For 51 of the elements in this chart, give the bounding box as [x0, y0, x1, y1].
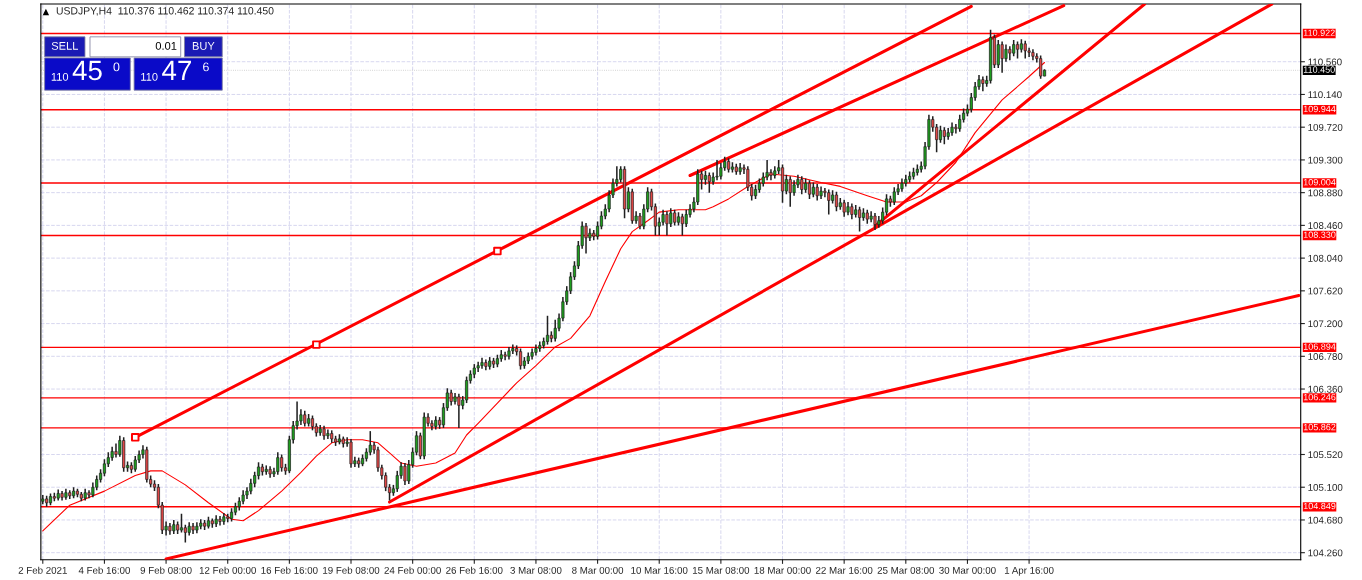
- annotation: 47: [162, 60, 191, 80]
- x-tick-label: 8 Mar 00:00: [572, 566, 624, 574]
- y-tick-label: 110.560: [1308, 58, 1342, 66]
- x-tick-label: 2 Feb 2021: [18, 566, 67, 574]
- y-tick-label: 105.100: [1308, 483, 1343, 491]
- annotation: 6: [203, 62, 209, 72]
- x-tick-label: 1 Apr 16:00: [1004, 566, 1054, 576]
- y-tick-label: 109.720: [1308, 123, 1343, 131]
- annotation: 0.01: [155, 41, 177, 50]
- annotation: 110: [141, 72, 158, 81]
- y-tick-label: 108.040: [1308, 254, 1343, 262]
- x-tick-label: 10 Mar 16:00: [631, 566, 688, 574]
- y-tick-label: 104.260: [1308, 549, 1343, 557]
- ref-line-label: 106.246: [1303, 393, 1336, 401]
- x-tick-label: 30 Mar 00:00: [939, 566, 996, 574]
- ref-line-label: 105.862: [1303, 423, 1336, 431]
- x-tick-label: 15 Mar 08:00: [692, 566, 750, 574]
- annotation: 0: [113, 62, 120, 72]
- x-tick-label: 4 Feb 16:00: [78, 566, 130, 574]
- x-tick-label: 9 Feb 08:00: [140, 566, 192, 574]
- x-tick-label: 16 Feb 16:00: [261, 566, 318, 574]
- ref-line-label: 106.894: [1303, 343, 1336, 350]
- ref-line-label: 109.004: [1303, 179, 1336, 186]
- ref-line-label: 110.450: [1303, 66, 1335, 73]
- y-tick-label: 110.140: [1308, 91, 1342, 99]
- y-tick-label: 108.460: [1308, 222, 1343, 229]
- x-tick-label: 26 Feb 16:00: [446, 566, 503, 574]
- y-tick-label: 108.880: [1308, 189, 1343, 197]
- annotation: BUY: [192, 42, 215, 50]
- x-tick-label: 24 Feb 00:00: [384, 566, 441, 574]
- y-tick-label: 104.680: [1308, 516, 1343, 524]
- y-tick-label: 107.200: [1308, 320, 1343, 328]
- y-tick-label: 107.620: [1308, 287, 1343, 295]
- x-tick-label: 3 Mar 08:00: [510, 566, 562, 574]
- annotation: 110: [51, 72, 69, 81]
- x-tick-label: 25 Mar 08:00: [877, 566, 935, 574]
- y-tick-label: 106.360: [1308, 385, 1343, 393]
- ref-line-label: 110.922: [1303, 29, 1335, 36]
- x-tick-label: 19 Feb 08:00: [323, 566, 380, 574]
- ref-line-label: 104.849: [1303, 502, 1336, 510]
- y-tick-label: 105.520: [1308, 451, 1343, 459]
- ref-line-label: 108.330: [1303, 231, 1336, 238]
- x-tick-label: 12 Feb 00:00: [199, 566, 256, 574]
- y-tick-label: 106.780: [1308, 353, 1343, 360]
- ref-line-label: 109.944: [1303, 105, 1336, 113]
- y-tick-label: 109.300: [1308, 156, 1343, 164]
- x-tick-label: 18 Mar 00:00: [754, 566, 811, 574]
- x-tick-label: 22 Mar 16:00: [816, 566, 873, 574]
- annotation: SELL: [51, 41, 79, 50]
- chart-title: USDJPY,H4 110.376 110.462 110.374 110.450: [56, 7, 274, 16]
- annotation: 45: [72, 60, 102, 81]
